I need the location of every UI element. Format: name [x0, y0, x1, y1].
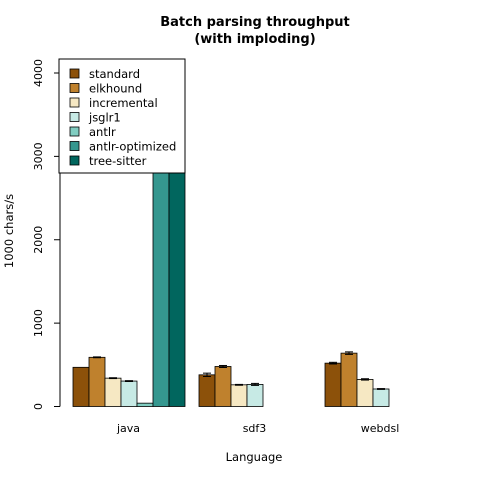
x-axis-label: Language	[226, 450, 283, 464]
x-tick-label: java	[116, 422, 140, 435]
legend-label: antlr-optimized	[89, 140, 176, 154]
y-axis: 0 1000 2000 3000 4000	[32, 59, 61, 410]
chart-title: Batch parsing throughput	[160, 15, 350, 30]
bar	[120, 380, 138, 407]
legend-label: jsglr1	[88, 111, 121, 125]
legend-swatch	[69, 83, 80, 93]
legend-swatch	[69, 97, 80, 108]
y-tick-label: 2000	[32, 226, 45, 254]
legend: standardelkhoundincrementaljsglr1antlran…	[58, 58, 186, 174]
legend-box	[58, 58, 186, 174]
legend-swatch	[69, 155, 80, 166]
bar	[356, 379, 374, 407]
legend-label: tree-sitter	[89, 154, 147, 168]
x-axis: java sdf3 webdsl	[116, 422, 399, 435]
x-tick-label: webdsl	[361, 422, 400, 435]
legend-label: elkhound	[89, 82, 142, 96]
legend-swatch	[69, 126, 80, 137]
bar	[372, 388, 390, 407]
y-tick-label: 1000	[32, 309, 45, 337]
legend-swatch	[69, 112, 80, 122]
y-tick-label: 4000	[32, 59, 45, 87]
bar	[72, 366, 90, 407]
y-axis-label: 1000 chars/s	[2, 194, 16, 268]
bar	[198, 374, 216, 407]
chart-subtitle: (with imploding)	[194, 32, 315, 47]
x-tick-label: sdf3	[243, 422, 267, 435]
bar	[214, 366, 232, 407]
legend-label: antlr	[89, 125, 116, 139]
bar	[340, 352, 358, 407]
legend-label: incremental	[89, 96, 158, 110]
y-tick-label: 3000	[32, 142, 45, 170]
bar	[246, 384, 264, 407]
legend-swatch	[69, 141, 80, 151]
legend-swatch	[69, 68, 80, 79]
bar	[324, 362, 342, 407]
bar	[88, 356, 106, 407]
bar	[136, 402, 154, 407]
y-tick-label: 0	[32, 403, 45, 410]
bar	[230, 384, 248, 407]
legend-label: standard	[89, 67, 140, 81]
bar	[104, 377, 122, 407]
